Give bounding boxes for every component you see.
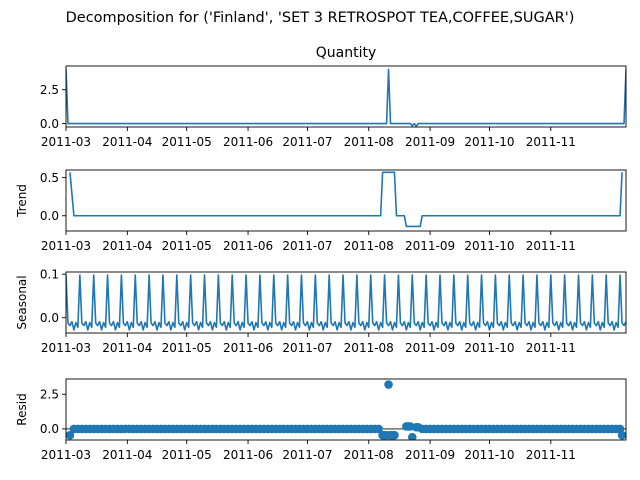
resid-point	[407, 432, 417, 440]
x-tick-label: 2011-04	[102, 135, 152, 149]
x-tick-label: 2011-06	[223, 135, 273, 149]
x-tick-label: 2011-11	[526, 239, 576, 253]
y-tick-label: 0.0	[40, 117, 59, 131]
x-tick-label: 2011-09	[405, 239, 455, 253]
x-tick-label: 2011-11	[526, 135, 576, 149]
x-tick-label: 2011-07	[282, 239, 332, 253]
resid-point	[374, 424, 383, 434]
x-tick-label: 2011-05	[162, 341, 212, 355]
y-axis-label: Seasonal	[15, 275, 29, 329]
x-tick-label: 2011-03	[41, 448, 91, 462]
x-tick-label: 2011-06	[223, 341, 273, 355]
x-tick-label: 2011-08	[344, 341, 394, 355]
x-tick-label: 2011-06	[223, 448, 273, 462]
x-tick-label: 2011-09	[405, 448, 455, 462]
x-tick-label: 2011-08	[344, 135, 394, 149]
y-tick-label: 0.0	[40, 311, 59, 325]
y-tick-label: 0.0	[40, 209, 59, 223]
x-tick-label: 2011-07	[282, 341, 332, 355]
x-tick-label: 2011-03	[41, 341, 91, 355]
axes-frame	[65, 65, 627, 128]
seasonal-panel: Seasonal 0.0 0.1 2011-03 2011-04 2011-05 2011-…	[15, 267, 627, 355]
series	[66, 68, 626, 127]
x-tick-label: 2011-03	[41, 135, 91, 149]
y-tick-label: 0.5	[40, 171, 59, 185]
y-tick-label: 0.0	[40, 422, 59, 436]
y-tick-label: 2.5	[40, 388, 59, 402]
x-tick-label: 2011-10	[464, 341, 514, 355]
x-tick-label: 2011-04	[102, 341, 152, 355]
series-line	[66, 274, 626, 331]
x-tick-label: 2011-11	[526, 341, 576, 355]
x-tick-label: 2011-05	[162, 239, 212, 253]
resid-point	[66, 430, 75, 440]
y-tick-label: 0.1	[40, 267, 59, 281]
resid-point	[390, 430, 399, 440]
y-axis-label: Trend	[15, 184, 29, 218]
x-tick-label: 2011-07	[282, 448, 332, 462]
x-tick-label: 2011-09	[405, 341, 455, 355]
trend-panel: Trend 0.0 0.5 2011-03 2011-04 2011-05 2011-06 2…	[15, 169, 627, 253]
x-tick-label: 2011-10	[464, 135, 514, 149]
x-tick-label: 2011-05	[162, 448, 212, 462]
y-axis-label: Resid	[15, 393, 29, 425]
x-tick-label: 2011-07	[282, 135, 332, 149]
axes-frame	[65, 271, 627, 334]
figure-title: Decomposition for ('Finland', 'SET 3 RET…	[66, 10, 575, 26]
x-tick-label: 2011-08	[344, 448, 394, 462]
x-tick-label: 2011-04	[102, 239, 152, 253]
series-line	[66, 68, 626, 127]
x-tick-label: 2011-10	[464, 239, 514, 253]
axes-frame	[65, 169, 627, 232]
x-tick-label: 2011-04	[102, 448, 152, 462]
x-tick-label: 2011-05	[162, 135, 212, 149]
series	[66, 274, 626, 331]
resid-point	[384, 380, 393, 389]
panel-title: Quantity	[316, 45, 377, 61]
y-tick-label: 2.5	[40, 83, 59, 97]
x-tick-label: 2011-09	[405, 135, 455, 149]
series	[66, 380, 626, 440]
x-tick-label: 2011-06	[223, 239, 273, 253]
series	[69, 171, 623, 228]
resid-panel: Resid 0.0 2.5 2011-03 2011-04 2011-05 2011-06 2…	[15, 378, 627, 462]
quantity-panel: Quantity 0.0 2.5 2011-03 2011-04 2011-05 2011-…	[40, 45, 627, 149]
x-tick-label: 2011-03	[41, 239, 91, 253]
x-tick-label: 2011-10	[464, 448, 514, 462]
axes-frame	[65, 378, 627, 441]
x-tick-label: 2011-11	[526, 448, 576, 462]
series-line	[69, 171, 623, 228]
x-tick-label: 2011-08	[344, 239, 394, 253]
resid-point	[617, 430, 626, 440]
resid-point	[413, 422, 423, 432]
